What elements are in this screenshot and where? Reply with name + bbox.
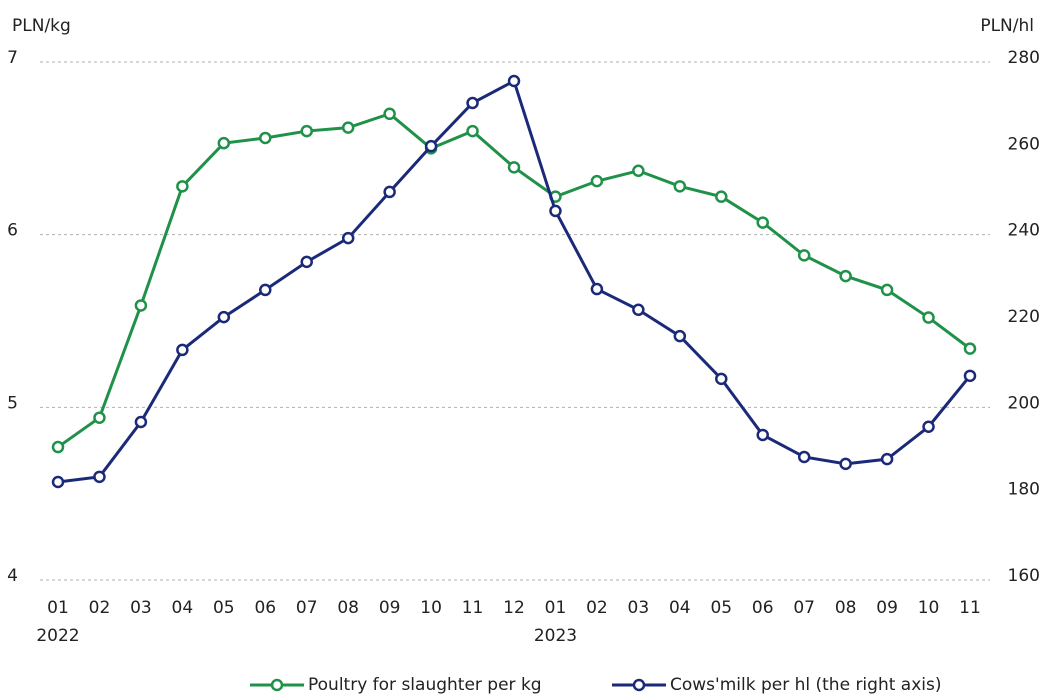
y-tick-label: 4 bbox=[7, 566, 18, 586]
x-tick-label: 10 bbox=[918, 598, 940, 618]
x-tick-label: 09 bbox=[876, 598, 898, 618]
x-tick-label: 10 bbox=[420, 598, 442, 618]
x-tick-label: 04 bbox=[172, 598, 194, 618]
point bbox=[590, 282, 604, 296]
point bbox=[756, 428, 769, 442]
y-tick-label: 6 bbox=[7, 221, 18, 241]
y2-tick-label: 260 bbox=[1008, 134, 1040, 154]
x-tick-label: 01 bbox=[545, 598, 567, 618]
y2-tick-label: 280 bbox=[1008, 48, 1040, 68]
point bbox=[93, 411, 106, 424]
point bbox=[963, 342, 977, 355]
point bbox=[176, 343, 189, 357]
point bbox=[549, 204, 562, 218]
y2-tick-label: 180 bbox=[1008, 480, 1040, 500]
point bbox=[880, 283, 894, 297]
x-tick-label: 11 bbox=[462, 598, 484, 618]
x-tick-label: 08 bbox=[835, 598, 857, 618]
x-tick-label: 03 bbox=[130, 598, 152, 618]
x-tick-label: 02 bbox=[586, 598, 608, 618]
point bbox=[134, 299, 148, 312]
y2-axis-label: PLN/hl bbox=[980, 16, 1034, 36]
point bbox=[507, 74, 521, 88]
x-tick-label: 06 bbox=[752, 598, 774, 618]
point bbox=[259, 283, 272, 297]
point bbox=[756, 216, 769, 229]
y-axis-label: PLN/kg bbox=[12, 16, 71, 36]
point bbox=[507, 161, 521, 174]
year-label: 2022 bbox=[36, 626, 79, 646]
y2-tick-label: 220 bbox=[1008, 307, 1040, 327]
point bbox=[715, 372, 728, 386]
y-tick-label: 7 bbox=[7, 48, 18, 68]
point bbox=[383, 107, 396, 121]
point bbox=[51, 440, 65, 454]
point bbox=[341, 231, 355, 245]
point bbox=[300, 124, 313, 138]
point bbox=[176, 180, 189, 193]
x-tick-label: 07 bbox=[296, 598, 318, 618]
point bbox=[880, 452, 894, 466]
point bbox=[134, 415, 148, 429]
x-tick-label: 04 bbox=[669, 598, 691, 618]
series-line bbox=[57, 78, 972, 484]
legend-label: Poultry for slaughter per kg bbox=[308, 675, 542, 695]
x-tick-label: 06 bbox=[254, 598, 276, 618]
point bbox=[839, 269, 852, 283]
y2-tick-label: 160 bbox=[1008, 566, 1040, 586]
point bbox=[922, 420, 935, 434]
point bbox=[673, 329, 687, 343]
point bbox=[300, 255, 313, 269]
legend-marker bbox=[632, 678, 646, 692]
y2-tick-label: 200 bbox=[1008, 393, 1040, 413]
legend-label: Cows'milk per hl (the right axis) bbox=[670, 675, 941, 695]
x-tick-label: 11 bbox=[959, 598, 981, 618]
point bbox=[259, 131, 272, 145]
year-label: 2023 bbox=[534, 626, 577, 646]
y2-tick-label: 240 bbox=[1008, 221, 1040, 241]
x-tick-label: 05 bbox=[710, 598, 732, 618]
point bbox=[922, 311, 935, 324]
point bbox=[466, 96, 479, 110]
x-tick-label: 03 bbox=[628, 598, 650, 618]
x-tick-label: 01 bbox=[47, 598, 69, 618]
point bbox=[673, 180, 687, 193]
point bbox=[839, 457, 852, 471]
point bbox=[632, 164, 645, 178]
x-tick-label: 07 bbox=[793, 598, 815, 618]
legend-marker bbox=[270, 678, 284, 692]
y-tick-label: 5 bbox=[7, 393, 18, 413]
point bbox=[51, 475, 65, 489]
x-tick-label: 05 bbox=[213, 598, 235, 618]
point bbox=[715, 190, 728, 203]
x-tick-label: 08 bbox=[337, 598, 359, 618]
point bbox=[797, 450, 811, 464]
point bbox=[797, 249, 811, 262]
point bbox=[383, 185, 396, 199]
point bbox=[963, 369, 977, 383]
point bbox=[632, 303, 645, 317]
x-tick-label: 02 bbox=[89, 598, 111, 618]
x-tick-label: 09 bbox=[379, 598, 401, 618]
point bbox=[466, 124, 479, 138]
x-tick-label: 12 bbox=[503, 598, 525, 618]
point bbox=[590, 174, 604, 188]
point bbox=[217, 310, 231, 324]
point bbox=[217, 136, 231, 150]
point bbox=[93, 470, 106, 484]
point bbox=[424, 139, 438, 153]
point bbox=[341, 121, 355, 134]
